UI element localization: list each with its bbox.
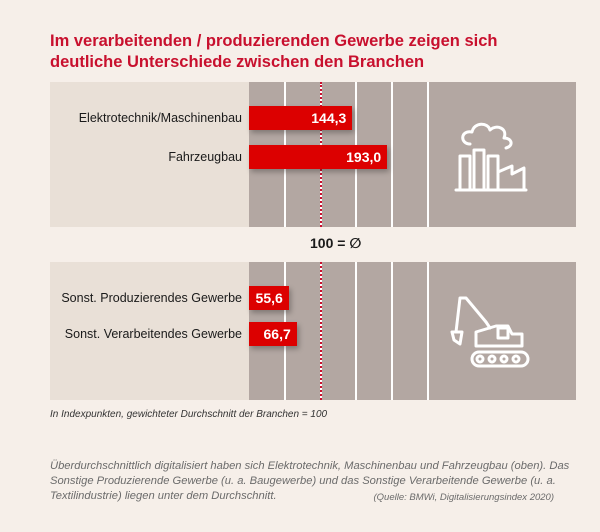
bar-value-label: 55,6 <box>255 290 283 306</box>
average-reference-line <box>319 262 322 400</box>
panel-industry-top: Elektrotechnik/Maschinenbau 144,3 Fahrzeug… <box>50 82 576 227</box>
bar-value-label: 193,0 <box>346 149 382 165</box>
bar: 144,3 <box>249 106 353 130</box>
excavator-icon <box>450 296 530 368</box>
chart-source: (Quelle: BMWi, Digitalisierungsindex 202… <box>373 492 555 503</box>
chart-title: Im verarbeitenden / produzierenden Gewer… <box>50 32 498 71</box>
bar: 66,7 <box>249 322 297 346</box>
label-area <box>50 262 249 400</box>
factory-icon <box>454 122 528 192</box>
gridline <box>391 82 394 227</box>
gridline <box>355 262 358 400</box>
bar-value-label: 144,3 <box>311 110 347 126</box>
bar: 193,0 <box>249 145 388 169</box>
category-label: Fahrzeugbau <box>168 150 242 164</box>
gridline <box>427 82 429 227</box>
plot-area <box>249 262 576 400</box>
chart-note: In Indexpunkten, gewichteter Durchschnit… <box>50 409 328 420</box>
category-label: Sonst. Produzierendes Gewerbe <box>61 291 242 305</box>
panel-industry-bottom: Sonst. Produzierendes Gewerbe 55,6 Sonst. … <box>50 262 576 400</box>
bar-value-label: 66,7 <box>263 326 291 342</box>
gridline <box>391 262 394 400</box>
average-label: 100 = ∅ <box>310 235 362 251</box>
gridline <box>427 262 429 400</box>
category-label: Elektrotechnik/Maschinenbau <box>78 111 242 125</box>
chart-description: Überdurchschnittlich digitalisiert haben… <box>50 460 570 503</box>
label-area <box>50 82 249 227</box>
bar: 55,6 <box>249 286 289 310</box>
category-label: Sonst. Verarbeitendes Gewerbe <box>64 327 242 341</box>
